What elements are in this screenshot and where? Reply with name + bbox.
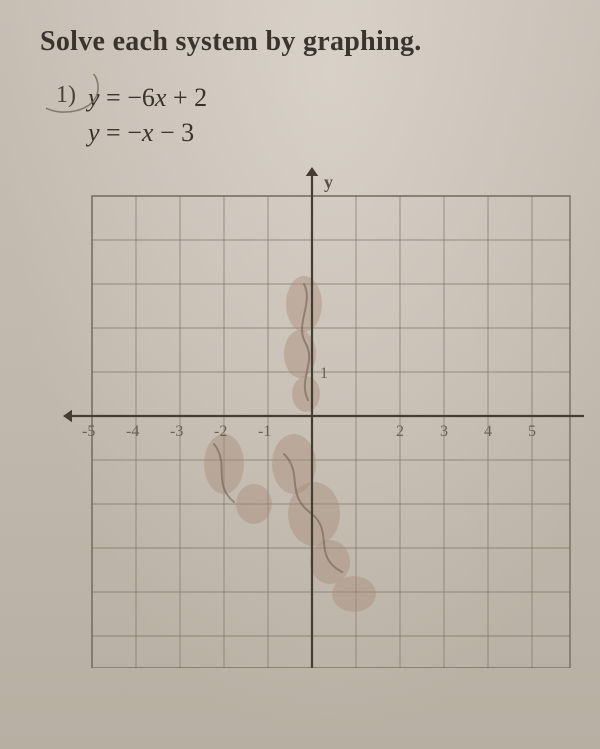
svg-text:-4: -4	[126, 423, 139, 440]
grid-lines	[92, 196, 570, 668]
svg-text:-1: -1	[258, 423, 271, 440]
eq2-minus: −	[127, 118, 142, 147]
svg-text:2: 2	[396, 423, 404, 440]
svg-text:-2: -2	[214, 423, 227, 440]
worksheet-page: Solve each system by graphing. 1) y = −6…	[0, 0, 600, 749]
y-axis-label: y	[324, 172, 333, 192]
y-tick-labels: 1	[320, 365, 328, 382]
problem-1: 1) y = −6x + 2 y = −x − 3	[48, 80, 572, 150]
eq2-lhs: y	[88, 118, 100, 147]
equation-2: y = −x − 3	[88, 118, 194, 147]
eq1-rhs: −6x + 2	[127, 83, 207, 112]
eq1-minus: −6	[127, 83, 155, 112]
instruction-heading: Solve each system by graphing.	[40, 26, 572, 58]
eq2-x: x	[142, 118, 154, 147]
eraser-smudges	[204, 276, 376, 612]
eq2-eq: =	[100, 118, 128, 147]
svg-text:3: 3	[440, 423, 448, 440]
problem-number: 1)	[48, 80, 84, 109]
svg-text:4: 4	[484, 423, 492, 440]
coordinate-grid: y x -5-4-3-2-12345 1	[54, 164, 584, 668]
eq1-eq: =	[100, 83, 128, 112]
equation-1: y = −6x + 2	[88, 83, 207, 112]
svg-text:5: 5	[528, 423, 536, 440]
x-axis-arrow-left	[63, 410, 72, 423]
svg-text:-3: -3	[170, 423, 183, 440]
y-axis-arrow-up	[306, 167, 319, 176]
pencil-scribbles	[214, 284, 342, 572]
eq1-plus2: + 2	[166, 83, 207, 112]
eq2-minus3: − 3	[153, 118, 194, 147]
svg-text:1: 1	[320, 365, 328, 382]
svg-text:-5: -5	[82, 423, 95, 440]
eq2-rhs: −x − 3	[127, 118, 194, 147]
x-tick-labels: -5 -4 -3 -2 -1 2 3 4 5	[82, 423, 536, 440]
eq1-lhs: y	[88, 83, 100, 112]
grid-svg: y x -5-4-3-2-12345 1	[54, 164, 584, 668]
eq1-x: x	[155, 83, 167, 112]
grid-border	[92, 196, 570, 668]
equations: y = −6x + 2 y = −x − 3	[88, 80, 207, 150]
